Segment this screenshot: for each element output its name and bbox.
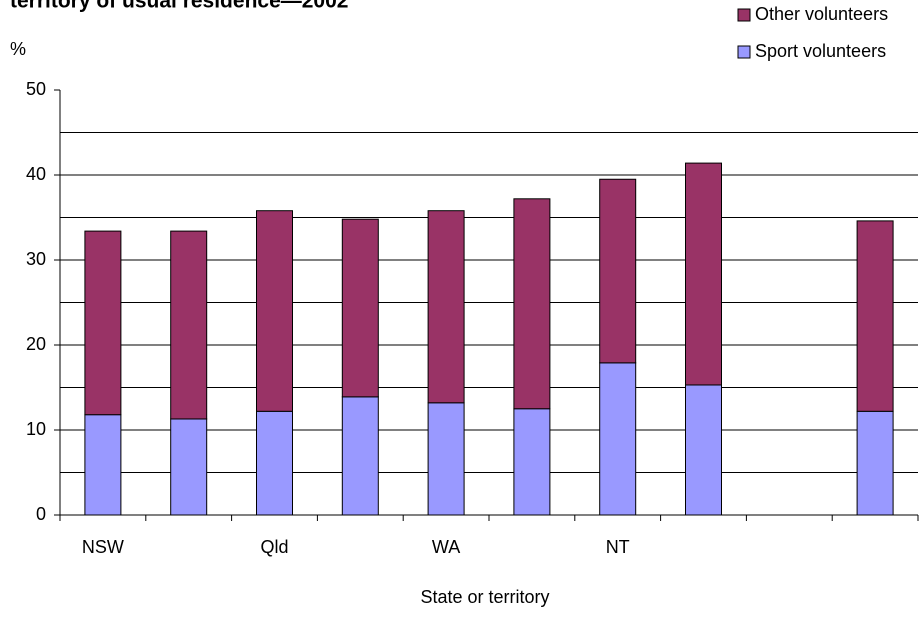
bar-segment (513, 408, 551, 516)
legend-label: Sport volunteers (755, 41, 886, 61)
y-tick-label: 30 (26, 249, 46, 269)
legend-swatch (737, 8, 751, 22)
bar-segment (856, 220, 894, 412)
bar-segment (685, 384, 722, 516)
bar-segment (599, 178, 637, 364)
bar-segment (84, 230, 122, 416)
x-tick-label: Qld (260, 537, 288, 557)
y-axis-label: % (10, 39, 26, 59)
y-tick-label: 50 (26, 79, 46, 99)
bar-segment (685, 162, 722, 386)
y-tick-label: 0 (36, 504, 46, 524)
x-axis-label: State or territory (420, 587, 549, 607)
bar-segment (341, 396, 379, 516)
legend-swatch (737, 45, 751, 59)
y-tick-label: 20 (26, 334, 46, 354)
bar-segment (256, 210, 293, 412)
legend-label: Other volunteers (755, 4, 888, 24)
bar-segment (170, 418, 208, 516)
x-tick-label: NT (606, 537, 630, 557)
bar-segment (341, 218, 379, 398)
bar-segment (427, 210, 465, 404)
y-tick-label: 40 (26, 164, 46, 184)
bar-segment (170, 230, 208, 420)
bar-segment (599, 362, 637, 516)
chart-title: territory of usual residence—2002 (10, 0, 348, 13)
bar-segment (513, 198, 551, 410)
x-tick-label: WA (432, 537, 460, 557)
bar-segment (84, 414, 122, 516)
bar-segment (427, 402, 465, 516)
bar-segment (256, 410, 293, 516)
bar-segment (856, 410, 894, 516)
y-tick-label: 10 (26, 419, 46, 439)
x-tick-label: NSW (82, 537, 124, 557)
